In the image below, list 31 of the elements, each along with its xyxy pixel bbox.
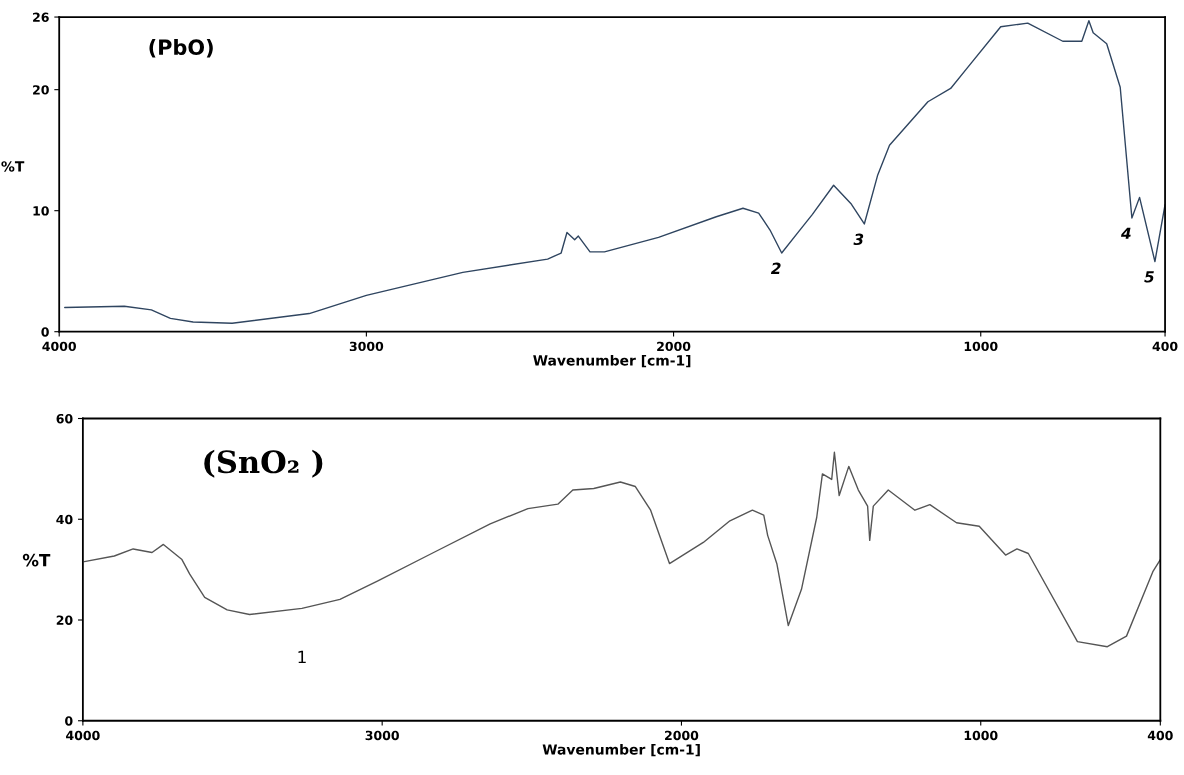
y-tick-label: 10 — [33, 206, 49, 216]
x-tick-label: 400 — [1147, 730, 1173, 741]
x-tick-label: 1000 — [964, 730, 998, 741]
annotation: 3 — [853, 233, 864, 246]
x-tick-label: 3000 — [365, 730, 399, 741]
line-series — [83, 451, 1161, 648]
x-tick-label: 400 — [1152, 341, 1178, 352]
x-tick-label: 4000 — [42, 341, 76, 352]
y-tick-label: 60 — [56, 413, 73, 424]
x-axis-title: Wavenumber [cm-1] — [542, 743, 700, 757]
annotation: 4 — [1121, 227, 1131, 239]
annotation: 1 — [298, 650, 306, 664]
y-tick-label: 0 — [41, 327, 49, 337]
annotation: 2 — [770, 262, 781, 274]
y-tick-label: 0 — [65, 716, 73, 726]
annotation: (SnO₂ ) — [204, 449, 323, 478]
x-tick-label: 4000 — [66, 730, 100, 741]
x-tick-label: 2000 — [657, 341, 691, 352]
annotation: 5 — [1144, 271, 1154, 283]
x-tick-label: 1000 — [964, 341, 998, 352]
line-series — [64, 19, 1166, 324]
y-tick-label: 20 — [56, 615, 73, 625]
annotation: (PbO) — [149, 38, 213, 58]
y-axis-title: %T — [22, 553, 51, 567]
y-tick-label: 40 — [56, 514, 73, 525]
y-tick-label: 26 — [33, 12, 49, 22]
x-axis-title: Wavenumber [cm-1] — [533, 354, 691, 368]
x-tick-label: 3000 — [349, 341, 384, 352]
y-tick-label: 20 — [33, 85, 49, 95]
y-axis-title: %T — [1, 161, 25, 172]
x-tick-label: 2000 — [665, 730, 699, 741]
